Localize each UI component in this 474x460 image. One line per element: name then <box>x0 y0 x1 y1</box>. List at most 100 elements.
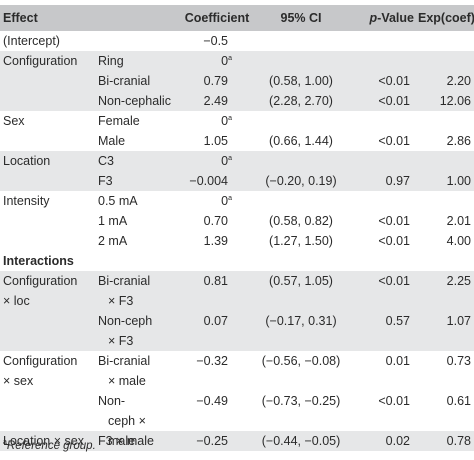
row-coefficient: 0a <box>178 111 256 131</box>
table-row: Male 1.05 (0.66, 1.44) <0.01 2.86 <box>0 131 474 151</box>
table-row: Configuration × sex Bi-cranial × male −0.32 (… <box>0 351 474 391</box>
table-row: 1 mA 0.70 (0.58, 0.82) <0.01 2.01 <box>0 211 474 231</box>
header-ci: 95% CI <box>256 5 346 31</box>
row-effect: Location <box>0 151 92 171</box>
row-coefficient: −0.32 <box>196 354 228 368</box>
row-effect <box>0 231 92 251</box>
row-level: C3 <box>92 151 178 171</box>
reference-marker: a <box>228 155 232 162</box>
row-ci <box>256 151 346 171</box>
row-coefficient: 0a <box>178 151 256 171</box>
row-effect <box>0 391 92 431</box>
table-row: F3 −0.004 (−0.20, 0.19) 0.97 1.00 <box>0 171 474 191</box>
coefficient-value: 1.39 <box>203 234 228 248</box>
row-pvalue: <0.01 <box>346 71 416 91</box>
footnote-text: Reference group. <box>6 440 96 452</box>
interactions-heading: Interactions <box>3 254 74 268</box>
row-level: Bi-cranial × male <box>92 351 178 391</box>
row-effect: Location × sex <box>0 431 92 451</box>
coefficient-value: 2.49 <box>203 94 228 108</box>
coefficient-value: −0.5 <box>203 34 228 48</box>
row-effect <box>0 91 92 111</box>
row-pvalue <box>346 51 416 71</box>
row-coefficient: 2.49 <box>178 91 256 111</box>
row-level-line: × F3 <box>108 334 134 348</box>
reference-marker: a <box>228 55 232 62</box>
row-ci <box>256 51 346 71</box>
row-ci: (2.28, 2.70) <box>256 91 346 111</box>
row-effect: Intensity <box>3 194 50 208</box>
reference-marker: a <box>228 195 232 202</box>
row-effect-line <box>3 411 90 431</box>
header-exp: Exp(coef) <box>416 5 474 31</box>
row-ci: (1.27, 1.50) <box>269 234 333 248</box>
row-exp: 12.06 <box>416 91 474 111</box>
row-ci: (−0.73, −0.25) <box>261 394 341 408</box>
row-exp: 1.00 <box>416 171 474 191</box>
row-ci: (−0.44, −0.05) <box>256 431 346 451</box>
row-pvalue <box>346 111 416 131</box>
reference-marker: a <box>228 115 232 122</box>
coefficient-value: 0 <box>221 54 229 68</box>
row-coefficient: 1.05 <box>178 131 256 151</box>
row-exp <box>416 51 474 71</box>
row-coefficient: −0.5 <box>178 31 256 51</box>
header-coefficient: Coefficient <box>178 5 256 31</box>
row-ci: (0.57, 1.05) <box>256 271 346 311</box>
table-row: Configuration × loc Bi-cranial × F3 0.81 (0.5… <box>0 271 474 311</box>
row-pvalue: <0.01 <box>378 234 410 248</box>
coefficient-value: 0.70 <box>203 214 228 228</box>
row-effect <box>0 311 92 351</box>
row-pvalue: <0.01 <box>378 134 410 148</box>
row-pvalue: 0.01 <box>385 354 410 368</box>
row-effect-line <box>3 331 90 351</box>
row-level-line: Bi-cranial <box>98 274 151 288</box>
row-ci <box>256 191 346 211</box>
row-level: Bi-cranial × F3 <box>92 271 178 311</box>
row-level: Bi-cranial <box>92 71 178 91</box>
row-effect: Configuration × sex <box>0 351 92 391</box>
row-exp <box>416 111 474 131</box>
coefficient-value: 0 <box>221 194 229 208</box>
row-coefficient: 0a <box>178 191 256 211</box>
footnote-marker: a <box>3 439 7 446</box>
header-pvalue-p: p <box>369 11 378 25</box>
row-level-line: Bi-cranial <box>98 354 151 368</box>
header-effect: Effect <box>0 5 92 31</box>
row-exp: 0.73 <box>446 354 471 368</box>
header-pvalue-rest: -Value <box>377 11 414 25</box>
row-level: Female <box>98 114 140 128</box>
row-level-line: × male <box>108 374 146 388</box>
row-level: Non-ceph × F3 <box>92 311 178 351</box>
row-coefficient: 0a <box>178 51 256 71</box>
table-row: Non-cephalic 2.49 (2.28, 2.70) <0.01 12.06 <box>0 91 474 111</box>
row-pvalue: 0.02 <box>346 431 416 451</box>
row-coefficient: 0.70 <box>178 211 256 231</box>
row-level-line: × F3 <box>108 294 134 308</box>
row-coefficient: 0.79 <box>178 71 256 91</box>
row-effect <box>0 71 92 91</box>
table-row: (Intercept) −0.5 <box>0 31 474 51</box>
row-pvalue: 0.97 <box>346 171 416 191</box>
row-level: 1 mA <box>98 214 128 228</box>
row-effect-line: Configuration <box>3 274 78 288</box>
row-effect: (Intercept) <box>3 34 60 48</box>
row-pvalue: <0.01 <box>378 214 410 228</box>
header-row: Effect Coefficient 95% CI p-Value Exp(co… <box>0 5 474 31</box>
row-exp <box>416 151 474 171</box>
row-effect: Configuration × loc <box>0 271 92 311</box>
row-exp <box>416 31 474 51</box>
regression-table: Effect Coefficient 95% CI p-Value Exp(co… <box>0 5 474 451</box>
row-ci: (0.66, 1.44) <box>269 134 333 148</box>
row-exp: 4.00 <box>446 234 471 248</box>
row-exp: 2.01 <box>446 214 471 228</box>
coefficient-value: 0 <box>221 114 229 128</box>
row-ci: (−0.20, 0.19) <box>256 171 346 191</box>
table-row: Location × sex F3 × male −0.25 (−0.44, −0.0… <box>0 431 474 451</box>
table-row: Configuration Ring 0a <box>0 51 474 71</box>
coefficient-value: −0.004 <box>189 174 228 188</box>
row-pvalue <box>346 151 416 171</box>
table-row: Sex Female 0a <box>0 111 474 131</box>
row-ci: (−0.17, 0.31) <box>256 311 346 351</box>
footnote: aReference group. <box>3 439 96 452</box>
